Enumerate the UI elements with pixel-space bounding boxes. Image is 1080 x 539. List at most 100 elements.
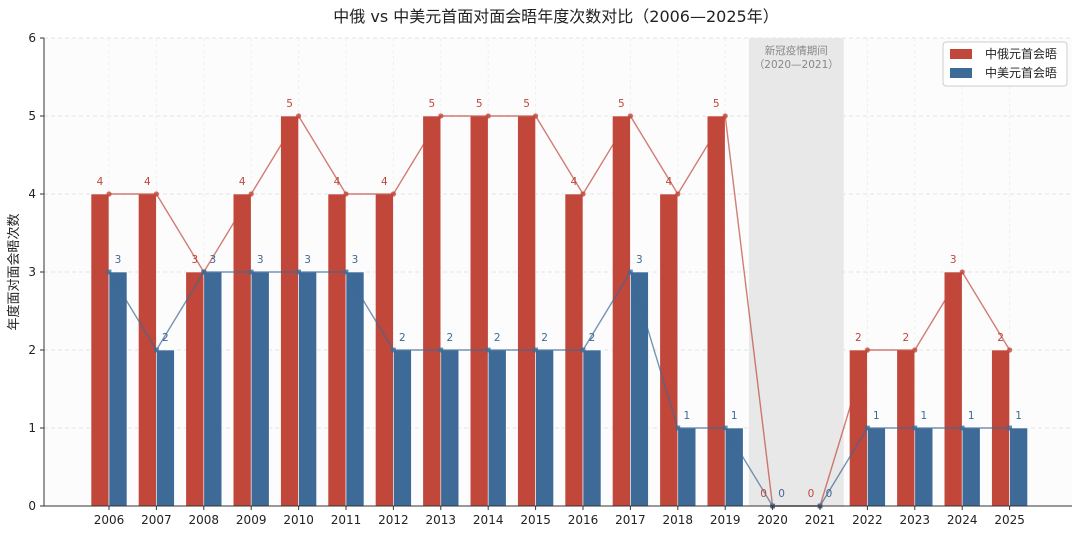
bar-russia-2011: [327, 193, 347, 507]
x-tick-label-2020: 2020: [757, 513, 788, 527]
data-label-usa-2007: 2: [162, 332, 169, 344]
data-label-usa-2025: 1: [1015, 410, 1022, 422]
covid-period-label: 新冠疫情期间: [765, 44, 828, 57]
bar-usa-2009: [250, 271, 270, 507]
bar-russia-2019: [706, 115, 726, 507]
bar-usa-2006: [108, 271, 128, 507]
marker-usa-2023: [912, 425, 918, 431]
bars: [90, 115, 1028, 507]
marker-russia-2010: [296, 113, 302, 119]
data-label-usa-2009: 3: [257, 254, 264, 266]
data-label-russia-2006: 4: [97, 176, 104, 188]
y-tick-label: 1: [28, 421, 36, 435]
data-label-usa-2010: 3: [304, 254, 311, 266]
data-label-usa-2020: 0: [778, 488, 785, 500]
bar-russia-2010: [280, 115, 299, 507]
x-tick-label-2025: 2025: [994, 513, 1025, 527]
data-label-russia-2013: 5: [428, 98, 435, 110]
marker-usa-2019: [722, 425, 728, 431]
marker-usa-2022: [865, 425, 870, 431]
x-tick-label-2013: 2013: [426, 513, 457, 527]
marker-usa-2010: [296, 269, 301, 275]
trend-lines: [106, 113, 1013, 509]
x-tick-label-2016: 2016: [568, 513, 599, 527]
x-tick-label-2022: 2022: [852, 513, 883, 527]
y-tick-label: 4: [28, 187, 36, 201]
bar-usa-2025: [1009, 427, 1028, 507]
covid-period-years: （2020—2021）: [754, 59, 839, 71]
data-label-usa-2012: 2: [399, 332, 406, 344]
bar-usa-2013: [440, 349, 460, 507]
marker-russia-2011: [343, 191, 349, 197]
x-tick-label-2014: 2014: [473, 513, 504, 527]
shaded-period: 新冠疫情期间 （2020—2021）: [748, 38, 844, 506]
y-axis-label: 年度面对面会晤次数: [6, 213, 22, 330]
x-tick-label-2019: 2019: [710, 513, 741, 527]
covid-period-shade: [748, 38, 844, 506]
marker-russia-2014: [485, 113, 491, 119]
data-label-russia-2011: 4: [334, 176, 341, 188]
x-tick-label-2017: 2017: [615, 513, 646, 527]
marker-russia-2015: [533, 113, 539, 119]
data-label-usa-2023: 1: [920, 410, 927, 422]
data-label-usa-2017: 3: [636, 254, 643, 266]
bar-russia-2018: [659, 193, 679, 507]
data-label-usa-2016: 2: [589, 332, 596, 344]
data-label-usa-2015: 2: [541, 332, 548, 344]
marker-usa-2006: [106, 269, 112, 275]
data-label-usa-2021: 0: [826, 488, 833, 500]
data-label-russia-2023: 2: [902, 332, 909, 344]
trend-line-russia: [109, 113, 1011, 507]
bar-usa-2012: [393, 349, 412, 507]
data-label-russia-2007: 4: [144, 176, 151, 188]
marker-russia-2012: [390, 191, 396, 197]
bar-russia-2013: [422, 115, 442, 507]
bar-usa-2018: [677, 427, 697, 507]
legend-swatch-usa: [950, 68, 972, 78]
legend-swatch-russia: [950, 49, 972, 59]
data-label-usa-2018: 1: [683, 410, 690, 422]
marker-usa-2018: [675, 425, 681, 431]
marker-usa-2012: [391, 347, 396, 353]
x-tick-label-2023: 2023: [900, 513, 931, 527]
data-label-russia-2009: 4: [239, 176, 246, 188]
marker-usa-2008: [201, 269, 207, 275]
bar-usa-2008: [203, 271, 223, 507]
trend-line-usa: [108, 270, 1010, 507]
bar-usa-2015: [535, 349, 554, 507]
bar-russia-2012: [375, 193, 394, 507]
y-tick-label: 3: [28, 265, 36, 279]
y-tick-label: 0: [28, 499, 36, 513]
data-label-russia-2014: 5: [476, 98, 483, 110]
marker-russia-2016: [580, 191, 586, 197]
marker-russia-2022: [864, 347, 871, 353]
bar-russia-2017: [612, 115, 631, 507]
marker-usa-2015: [533, 347, 538, 353]
data-label-russia-2015: 5: [523, 98, 530, 110]
data-label-russia-2024: 3: [950, 254, 957, 266]
data-label-russia-2019: 5: [713, 98, 720, 110]
data-label-usa-2013: 2: [446, 332, 453, 344]
x-tick-label-2009: 2009: [236, 513, 267, 527]
marker-usa-2009: [248, 269, 254, 275]
x-tick-label-2006: 2006: [94, 513, 125, 527]
data-label-russia-2017: 5: [618, 98, 625, 110]
data-label-usa-2019: 1: [731, 410, 738, 422]
bar-russia-2009: [232, 193, 252, 507]
x-tick-label-2012: 2012: [378, 513, 409, 527]
marker-russia-2009: [248, 191, 254, 197]
bar-russia-2008: [185, 271, 205, 507]
bar-usa-2011: [345, 271, 365, 507]
marker-russia-2023: [912, 347, 918, 353]
bar-usa-2023: [914, 427, 934, 507]
marker-russia-2024: [959, 269, 965, 275]
data-label-russia-2021: 0: [808, 488, 815, 500]
marker-usa-2007: [154, 347, 159, 353]
bar-russia-2022: [849, 349, 868, 507]
data-label-russia-2016: 4: [571, 176, 578, 188]
bar-russia-2007: [138, 193, 157, 507]
